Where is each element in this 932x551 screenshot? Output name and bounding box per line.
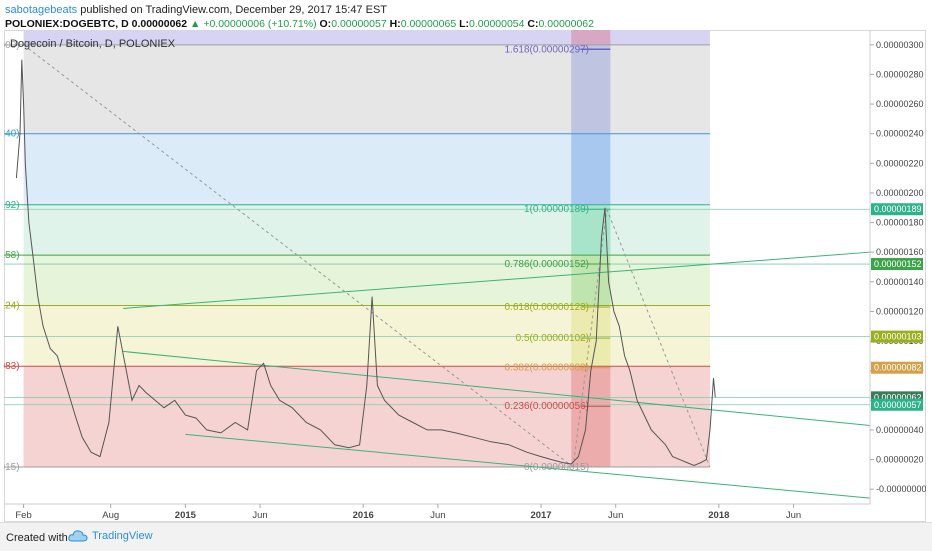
fib-label-left: 0.786(0.00000240) bbox=[4, 129, 20, 140]
x-tick-label: Jun bbox=[608, 510, 623, 521]
x-tick-label: Feb bbox=[15, 510, 31, 521]
low-value: 0.00000054 bbox=[469, 18, 525, 30]
trend-line bbox=[606, 209, 711, 468]
y-tick-label: -0.00000000 bbox=[876, 484, 926, 494]
x-tick-label: Jun bbox=[786, 510, 801, 521]
close-value: 0.00000062 bbox=[538, 18, 594, 30]
price-label-box bbox=[871, 330, 923, 343]
fib-label-left: 0(0.00000015) bbox=[4, 462, 20, 473]
x-tick-label: Aug bbox=[102, 510, 119, 521]
y-tick-label: 0.00000020 bbox=[876, 455, 924, 465]
price-label-text: 0.00000057 bbox=[874, 400, 922, 410]
y-tick-label: 0.00000260 bbox=[876, 99, 924, 109]
fib-label-right: 0.618(0.00000123) bbox=[505, 302, 590, 313]
y-tick-label: 0.00000240 bbox=[876, 129, 924, 139]
publish-info: sabotagebeats published on TradingView.c… bbox=[5, 4, 387, 16]
highlight-band-seg bbox=[571, 133, 611, 205]
y-tick-label: 0.00000280 bbox=[876, 69, 924, 79]
fib-label-right: 1(0.00000189) bbox=[524, 204, 589, 215]
trend-line bbox=[185, 433, 871, 499]
published-text: published on TradingView.com, December 2… bbox=[80, 4, 387, 16]
low-label: L: bbox=[459, 18, 470, 30]
fib-label-left: 1(0.00000300) bbox=[4, 40, 20, 51]
x-tick-label: 2017 bbox=[530, 510, 551, 521]
price-label-box bbox=[871, 361, 923, 374]
trend-line bbox=[23, 44, 574, 468]
y-tick-label: 0.00000160 bbox=[876, 247, 924, 257]
brand-name: TradingView bbox=[92, 530, 153, 542]
y-tick-label: 0.00000040 bbox=[876, 425, 924, 435]
fib-band-top bbox=[23, 30, 710, 45]
y-tick-label: 0.00000120 bbox=[876, 306, 924, 316]
trend-line bbox=[123, 251, 871, 309]
price-label-text: 0.00000152 bbox=[874, 259, 922, 269]
fib-label-right: 0.786(0.00000152) bbox=[505, 259, 590, 270]
price-line bbox=[15, 59, 716, 467]
last-price: 0.00000062 bbox=[131, 18, 188, 30]
ohlc-line: POLONIEX:DOGEBTC, D 0.00000062 ▲ +0.0000… bbox=[5, 18, 594, 30]
price-change: ▲ +0.00000006 (+10.71%) bbox=[190, 18, 317, 30]
cloud-icon bbox=[68, 530, 88, 542]
y-tick-label: 0.00000300 bbox=[876, 40, 924, 50]
price-label-text: 0.00000082 bbox=[874, 363, 922, 373]
fib-label-left: 0.382(0.00000124) bbox=[4, 301, 20, 312]
created-with-text: Created with bbox=[6, 532, 68, 544]
high-value: 0.00000065 bbox=[400, 18, 457, 30]
price-label-box bbox=[871, 398, 923, 411]
highlight-band-seg bbox=[571, 204, 611, 256]
y-tick-label: 0.00000140 bbox=[876, 277, 924, 287]
highlight-band-seg bbox=[571, 44, 611, 134]
chart-header: sabotagebeats published on TradingView.c… bbox=[0, 0, 932, 34]
y-tick-label: 0.00000220 bbox=[876, 158, 924, 168]
chart-title: Dogecoin / Bitcoin, D, POLONIEX bbox=[10, 38, 176, 50]
fib-label-left: 0.618(0.00000192) bbox=[4, 200, 20, 211]
x-tick-label: 2015 bbox=[175, 510, 197, 521]
x-tick-label: Jun bbox=[252, 510, 267, 521]
fib-label-left: 0.236(0.00000083) bbox=[4, 361, 20, 372]
x-tick-label: Jun bbox=[430, 510, 445, 521]
fib-label-right: 1.618(0.00000297) bbox=[505, 44, 590, 55]
fib-label-right: 0.236(0.00000056) bbox=[505, 401, 590, 412]
y-tick-label: 0.00000180 bbox=[876, 218, 924, 228]
open-value: 0.00000057 bbox=[331, 18, 387, 30]
x-tick-label: 2018 bbox=[708, 510, 729, 521]
fib-label-right: 0.5(0.00000102) bbox=[516, 333, 589, 344]
trend-line bbox=[123, 350, 871, 426]
highlight-band-top bbox=[571, 30, 611, 45]
fib-label-right: 0(0.00000015) bbox=[524, 462, 589, 473]
highlight-band-seg bbox=[571, 366, 611, 467]
highlight-band-seg bbox=[571, 305, 611, 367]
high-label: H: bbox=[389, 18, 401, 30]
price-label-box bbox=[871, 258, 923, 271]
price-label-text: 0.00000103 bbox=[874, 332, 922, 342]
author-link[interactable]: sabotagebeats bbox=[5, 4, 78, 16]
open-label: O: bbox=[319, 18, 332, 30]
price-label-text: 0.00000189 bbox=[874, 204, 922, 214]
symbol-label: POLONIEX:DOGEBTC, D bbox=[5, 18, 129, 30]
price-label-box bbox=[871, 203, 923, 216]
fib-label-left: 0.5(0.00000158) bbox=[4, 250, 20, 261]
close-label: C: bbox=[527, 18, 539, 30]
price-label-text: 0.00000062 bbox=[874, 392, 922, 402]
price-chart[interactable]: 1(0.00000300) 0.786(0.00000240) 0.618(0.00… bbox=[4, 30, 926, 522]
footer-bar: Created with TradingView bbox=[0, 522, 932, 551]
y-tick-label: 0.00000200 bbox=[876, 188, 924, 198]
fib-label-right: 0.382(0.00000082) bbox=[505, 363, 590, 374]
tradingview-logo[interactable]: TradingView bbox=[68, 529, 153, 543]
x-tick-label: 2016 bbox=[353, 510, 374, 521]
